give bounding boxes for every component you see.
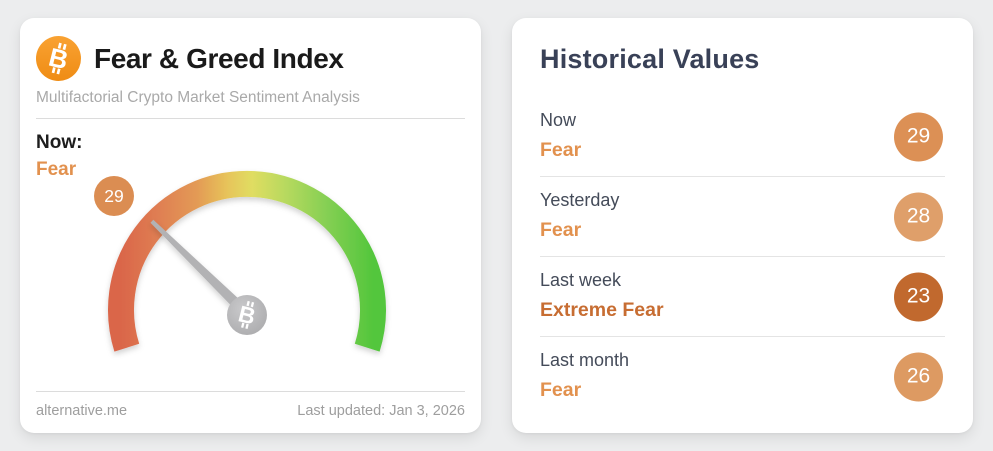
history-row-sentiment: Extreme Fear xyxy=(540,299,664,321)
now-label: Now: xyxy=(36,132,83,153)
history-row-last-month: Last month Fear 26 xyxy=(540,336,945,416)
history-row-label: Yesterday xyxy=(540,190,620,210)
gauge-arc xyxy=(108,170,386,352)
history-value-badge: 28 xyxy=(894,192,943,241)
history-row-sentiment: Fear xyxy=(540,379,582,401)
history-row-label: Now xyxy=(540,110,577,130)
widget-title: Fear & Greed Index xyxy=(94,42,344,74)
fear-greed-header: B Fear & Greed Index xyxy=(36,36,465,81)
widget-footer: alternative.me Last updated: Jan 3, 2026 xyxy=(36,391,465,433)
history-row-sentiment: Fear xyxy=(540,219,582,241)
history-row-label: Last week xyxy=(540,270,622,290)
history-row-now: Now Fear 29 xyxy=(540,97,945,176)
bitcoin-icon: B xyxy=(36,36,81,81)
history-row-yesterday: Yesterday Fear 28 xyxy=(540,176,945,256)
gauge-value: 29 xyxy=(104,186,123,206)
header-divider xyxy=(36,118,465,119)
history-row-last-week: Last week Extreme Fear 23 xyxy=(540,256,945,336)
now-sentiment: Fear xyxy=(36,159,77,180)
fear-greed-card: B Fear & Greed Index Multifactorial Cryp… xyxy=(20,18,481,433)
historical-values-card: Historical Values Now Fear 29 Yesterday … xyxy=(512,18,973,433)
history-row-label: Last month xyxy=(540,350,630,370)
source-link[interactable]: alternative.me xyxy=(36,402,128,419)
last-updated: Last updated: Jan 3, 2026 xyxy=(297,402,465,419)
gauge-value-badge: 29 xyxy=(94,176,134,216)
historical-values-title: Historical Values xyxy=(540,44,760,74)
history-value-badge: 23 xyxy=(894,272,943,321)
history-row-sentiment: Fear xyxy=(540,139,582,161)
gauge-pivot-bitcoin-icon: B xyxy=(227,295,267,335)
widget-subtitle: Multifactorial Crypto Market Sentiment A… xyxy=(36,89,360,106)
fear-greed-gauge: B 29 xyxy=(94,170,386,352)
historical-values-list: Now Fear 29 Yesterday Fear 28 Last week … xyxy=(540,97,945,416)
svg-text:B: B xyxy=(236,300,258,329)
history-value-badge: 29 xyxy=(894,112,943,161)
gauge-needle xyxy=(150,219,251,318)
history-value-badge: 26 xyxy=(894,352,943,401)
